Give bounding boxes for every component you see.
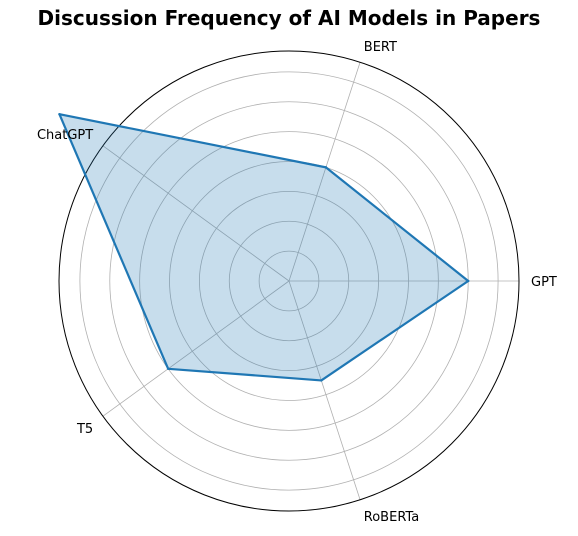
axis-label-roberta: RoBERTa [364, 510, 419, 525]
chart-title: Discussion Frequency of AI Models in Pap… [37, 6, 541, 30]
outer-circle [58, 50, 520, 512]
data-point-gpt [467, 279, 470, 283]
data-point-t5 [166, 367, 170, 370]
axis-labels: GPT BERT ChatGPT T5 RoBERTa [37, 40, 557, 525]
data-point-chatgpt [58, 113, 61, 116]
axis-label-bert: BERT [364, 40, 397, 55]
radar-data [58, 113, 470, 382]
axis-label-gpt: GPT [531, 275, 557, 290]
data-point-roberta [320, 379, 323, 382]
spoke-line-roberta [288, 280, 361, 500]
spoke-line-bert [288, 62, 361, 282]
series-area [59, 114, 469, 381]
axis-label-t5: T5 [76, 422, 93, 437]
series-line [58, 113, 470, 382]
axis-label-chatgpt: ChatGPT [37, 128, 93, 143]
spoke-line-t5 [102, 280, 290, 417]
data-point-bert [324, 166, 328, 169]
spoke-line-chatgpt [102, 145, 290, 282]
